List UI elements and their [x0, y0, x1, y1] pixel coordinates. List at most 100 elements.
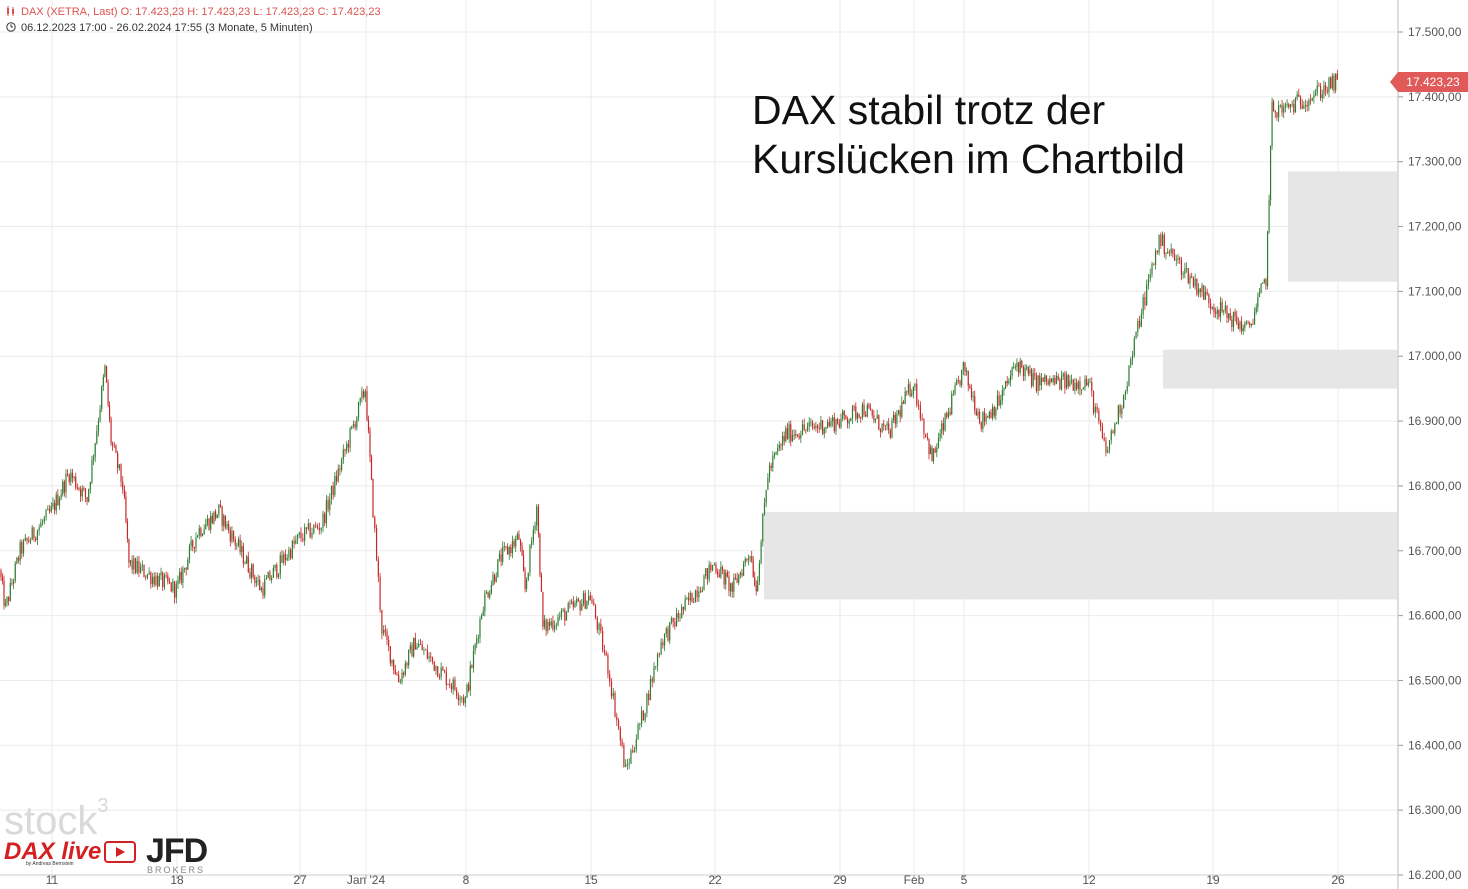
candle-body	[271, 577, 273, 581]
candle-body	[793, 434, 795, 436]
candle-body	[1030, 369, 1033, 386]
candle-body	[1313, 95, 1315, 99]
candle-body	[917, 405, 920, 407]
candle-body	[487, 592, 489, 598]
candle-body	[625, 764, 627, 767]
candle-body	[1197, 288, 1200, 295]
candle-body	[264, 579, 266, 596]
candle-body	[128, 539, 130, 563]
candle-body	[419, 644, 422, 645]
candle-body	[398, 674, 400, 683]
candle-body	[1281, 105, 1283, 113]
candle-body	[765, 489, 767, 503]
candle-body	[991, 407, 994, 419]
candle-body	[1130, 359, 1132, 366]
candle-body	[1001, 390, 1003, 401]
candle-body	[966, 370, 968, 372]
candle-body	[86, 496, 88, 502]
candle-body	[1239, 321, 1241, 329]
candle-body	[165, 575, 167, 577]
candle-body	[1182, 274, 1184, 275]
candle-body	[91, 459, 93, 483]
candle-body	[172, 581, 174, 592]
candle-body	[1204, 291, 1207, 300]
candle-body	[1004, 380, 1007, 389]
candle-body	[349, 428, 351, 448]
candle-body	[562, 609, 564, 611]
candle-body	[1250, 323, 1252, 326]
candle-body	[1335, 73, 1337, 91]
candle-body	[210, 515, 212, 530]
candle-body	[1009, 375, 1012, 382]
candle-body	[198, 528, 200, 536]
candle-body	[1055, 375, 1058, 384]
candle-body	[337, 468, 339, 482]
candle-body	[1086, 379, 1088, 386]
candle-body	[31, 527, 33, 540]
candle-body	[728, 576, 730, 592]
jfd-logo-sub: BROKERS	[147, 865, 206, 875]
candle-body	[773, 454, 776, 457]
candle-body	[902, 401, 905, 404]
candle-body	[274, 564, 276, 568]
candle-body	[26, 537, 28, 541]
candle-body	[670, 617, 673, 623]
candle-body	[838, 423, 840, 428]
candle-body	[565, 612, 568, 621]
candle-body	[1151, 264, 1153, 275]
candle-body	[693, 602, 695, 603]
candle-body	[681, 606, 683, 618]
candle-body	[1201, 285, 1203, 293]
candle-body	[1124, 391, 1127, 395]
candle-body	[386, 631, 388, 640]
candle-body	[1319, 86, 1322, 99]
candle-body	[341, 459, 343, 471]
candle-body	[431, 656, 434, 662]
candle-body	[1279, 105, 1281, 106]
candle-body	[236, 545, 238, 546]
candle-body	[516, 534, 518, 540]
candle-body	[846, 418, 849, 424]
candle-body	[594, 605, 597, 619]
candle-body	[65, 474, 67, 493]
candle-body	[1321, 94, 1323, 99]
candle-body	[744, 558, 746, 564]
candle-body	[193, 546, 195, 549]
x-tick-label: 22	[708, 873, 722, 887]
candle-body	[1242, 327, 1244, 332]
candle-body	[84, 488, 87, 497]
candle-body	[980, 422, 982, 429]
candle-body	[511, 541, 514, 554]
candle-body	[1314, 93, 1317, 96]
candle-body	[975, 410, 977, 416]
x-tick-label: Jan '24	[347, 873, 386, 887]
candle-body	[180, 571, 182, 583]
x-tick-label: 29	[833, 873, 847, 887]
candle-body	[485, 592, 488, 594]
candle-body	[1062, 373, 1064, 377]
candle-body	[477, 637, 479, 639]
instrument-header: DAX (XETRA, Last) O: 17.423,23 H: 17.423…	[6, 6, 381, 18]
candle-body	[117, 452, 119, 469]
candle-body	[964, 362, 966, 372]
candle-body	[993, 407, 995, 416]
candle-body	[454, 679, 456, 690]
candle-body	[863, 404, 865, 415]
candle-body	[242, 546, 244, 564]
candle-body	[617, 720, 620, 729]
candle-body	[672, 617, 674, 623]
candle-body	[1059, 379, 1061, 390]
candle-body	[21, 542, 23, 554]
candle-body	[763, 502, 766, 514]
candle-body	[364, 391, 366, 398]
candle-body	[1114, 423, 1116, 434]
candle-body	[134, 558, 137, 573]
candle-body	[921, 418, 923, 420]
candle-body	[502, 546, 504, 562]
candle-body	[1172, 248, 1174, 255]
candle-body	[305, 527, 308, 530]
candle-body	[564, 609, 566, 621]
candle-body	[531, 541, 533, 545]
candle-body	[384, 629, 386, 632]
candle-body	[324, 513, 326, 524]
